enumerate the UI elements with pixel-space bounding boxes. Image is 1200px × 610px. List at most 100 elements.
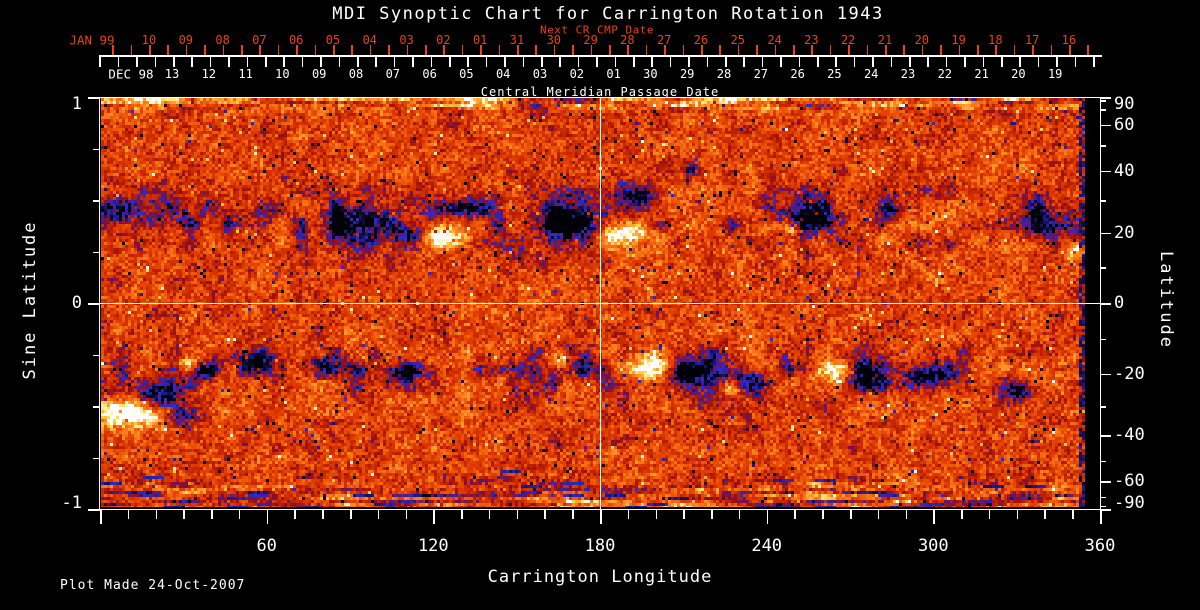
longitude-tick [488,510,491,519]
cmp-date-tick [1001,57,1003,67]
cmp-date-tick [228,57,230,67]
plot-made-date: Plot Made 24-Oct-2007 [60,578,246,593]
cmp-date-tick [761,57,764,67]
cmp-date-label: 30 [643,67,658,81]
next-date-tick [333,45,335,55]
longitude-tick [627,510,630,519]
next-date-tick [369,45,372,55]
latitude-tick-label: 20 [1114,222,1135,243]
next-date-tick [701,45,703,55]
next-date-label: 01 [472,33,488,47]
longitude-tick [1016,510,1019,519]
next-date-tick [259,45,261,55]
latitude-tick [1100,97,1111,99]
sine-latitude-tick-label: 0 [71,293,82,313]
cmp-date-tick [872,57,874,67]
next-date-tick [940,45,942,55]
longitude-tick [433,510,435,524]
cmp-date-tick [430,57,433,67]
cmp-date-label: 03 [532,67,548,81]
cmp-date-tick [357,57,359,67]
page-title: MDI Synoptic Chart for Carrington Rotati… [332,4,884,24]
latitude-tick [1100,435,1111,437]
latitude-tick [1100,338,1106,341]
next-date-tick [1069,45,1071,55]
cmp-date-label: 20 [1011,67,1026,81]
longitude-tick-label: 360 [1084,536,1116,556]
latitude-tick [1100,109,1106,111]
next-date-label: 30 [546,33,562,47]
cmp-date-tick [927,57,929,67]
sine-latitude-tick-label: -1 [61,493,82,513]
next-date-tick [995,45,997,55]
cmp-date-tick [1093,57,1095,67]
latitude-tick [1100,200,1106,202]
longitude-tick [766,510,769,524]
cmp-date-tick [725,57,727,67]
cmp-date-label: 07 [385,67,401,81]
cmp-date-tick [835,57,837,67]
cmp-date-tick [522,57,525,67]
next-date-tick [719,45,721,55]
next-date-tick [682,45,685,55]
next-date-tick [1013,45,1016,55]
next-date-tick [241,45,243,55]
longitude-tick [211,510,213,519]
latitude-tick [1100,145,1106,147]
cmp-date-tick [154,57,157,67]
next-date-tick [756,45,758,55]
sine-latitude-axis-title: Sine Latitude [20,220,40,380]
cmp-date-label: 27 [753,67,769,81]
latitude-tick [1100,509,1111,511]
next-date-label: 31 [509,33,525,47]
next-date-tick [167,45,169,55]
next-date-tick [425,45,427,55]
cmp-date-tick [817,57,819,67]
next-date-label: 28 [620,33,635,47]
cmp-date-label: 22 [937,67,953,81]
latitude-tick [1100,100,1106,102]
longitude-tick [600,510,602,524]
next-date-label: 24 [767,33,782,47]
longitude-tick [377,510,380,519]
next-date-tick [645,45,648,55]
cmp-date-label: 04 [495,67,511,81]
next-date-label: 10 [141,33,157,47]
next-date-tick [351,45,353,55]
next-date-tick [793,45,795,55]
cmp-date-label: 12 [201,67,217,81]
sine-latitude-minor-tick [93,406,100,408]
next-date-tick [903,45,905,55]
next-date-tick [811,45,813,55]
next-cr-cmp-date-title: Next CR CMP Date [540,23,654,37]
cmp-date-label: 13 [164,67,180,81]
longitude-tick [266,510,269,524]
cmp-date-tick [559,57,561,67]
cmp-date-label: 23 [900,67,916,81]
next-date-label: 07 [252,33,267,47]
next-date-label: 26 [693,33,709,47]
longitude-tick [822,510,824,519]
longitude-tick [127,510,130,519]
latitude-tick-label: -90 [1114,493,1145,513]
latitude-tick [1100,124,1111,127]
next-date-tick [406,45,409,55]
longitude-tick [850,510,852,519]
next-date-label: 02 [436,33,451,47]
longitude-tick [1044,510,1046,519]
next-date-tick [921,45,924,55]
cmp-date-tick [1037,57,1040,67]
cmp-date-tick [320,57,322,67]
cmp-date-tick [982,57,985,67]
next-date-tick [296,45,298,55]
next-date-tick [553,45,556,55]
sine-latitude-minor-tick [93,148,100,150]
cmp-date-label: 02 [569,67,585,81]
latitude-tick [1100,505,1106,508]
longitude-tick [461,510,463,519]
cmp-date-tick [651,57,653,67]
next-date-tick [774,45,777,55]
next-date-tick [1050,45,1053,55]
next-date-tick [829,45,832,55]
cmp-date-tick [669,57,672,67]
